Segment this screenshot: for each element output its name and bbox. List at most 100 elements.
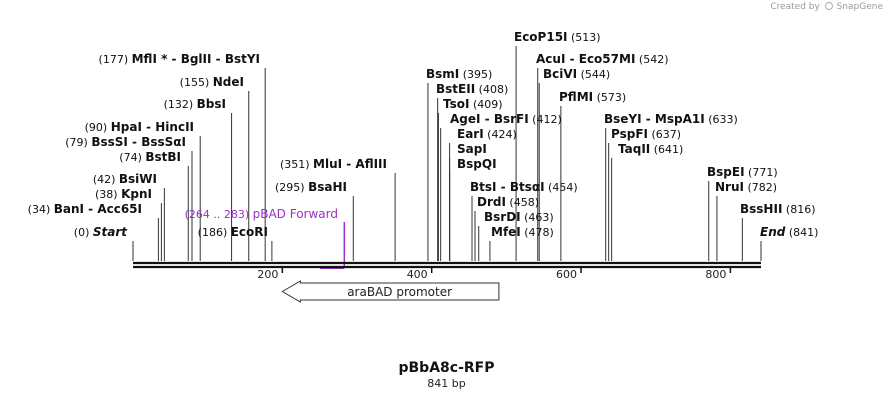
site-label[interactable]: DrdI (458) (477, 195, 539, 209)
site-label[interactable]: BciVI (544) (543, 67, 610, 81)
site-label[interactable]: AgeI - BsrFI (412) (450, 112, 562, 126)
feature-label: araBAD promoter (347, 285, 452, 299)
site-position: (458) (506, 196, 539, 209)
site-position: (186) (198, 226, 231, 239)
site-name: BsiWI (119, 172, 157, 186)
site-name: Start (93, 225, 128, 239)
site-position: (478) (521, 226, 554, 239)
site-label[interactable]: MfeI (478) (491, 225, 554, 239)
primer-name: pBAD Forward (253, 207, 338, 221)
site-position: (542) (635, 53, 668, 66)
site-name: MfeI (491, 225, 521, 239)
site-name: BsrDI (484, 210, 521, 224)
ruler-label: 400 (407, 268, 428, 281)
site-position: (513) (568, 31, 601, 44)
site-position: (351) (280, 158, 313, 171)
ruler-label: 200 (257, 268, 278, 281)
site-position: (641) (650, 143, 683, 156)
site-position: (782) (744, 181, 777, 194)
credit-brand[interactable]: SnapGene (836, 2, 883, 12)
site-label[interactable]: (295) BsaHI (275, 180, 347, 194)
site-labels: (177) MflI * - BglII - BstYI(155) NdeI(1… (28, 30, 819, 239)
site-position: (408) (475, 83, 508, 96)
site-position: (74) (119, 151, 145, 164)
site-name: BssSI - BssSαI (91, 135, 186, 149)
credit-prefix: Created by (770, 2, 820, 12)
site-label[interactable]: PspFI (637) (611, 127, 681, 141)
feature-arrow[interactable] (281, 280, 500, 303)
site-name: EarI (457, 127, 484, 141)
site-name: AcuI - Eco57MI (536, 52, 635, 66)
site-name: NruI (715, 180, 744, 194)
site-label[interactable]: (132) BbsI (164, 97, 226, 111)
site-label[interactable]: (155) NdeI (180, 75, 244, 89)
site-label[interactable]: BtsI - BtsαI (454) (470, 180, 578, 194)
primer-layer: (264 .. 283) pBAD Forward (185, 207, 346, 269)
site-position: (34) (28, 203, 54, 216)
site-position: (454) (545, 181, 578, 194)
sequence-name: pBbA8c-RFP (398, 360, 495, 376)
site-label[interactable]: BssHII (816) (740, 202, 815, 216)
site-label[interactable]: (42) BsiWI (93, 172, 157, 186)
site-position: (463) (521, 211, 554, 224)
backbone (133, 261, 761, 269)
features: araBAD promoter (281, 280, 500, 303)
site-position: (573) (593, 91, 626, 104)
site-name: HpaI - HincII (111, 120, 194, 134)
site-position: (155) (180, 76, 213, 89)
ruler: 200 400 600 800 (257, 267, 732, 281)
site-name: AgeI - BsrFI (450, 112, 529, 126)
site-label[interactable]: (186) EcoRI (198, 225, 268, 239)
site-name: TsoI (443, 97, 469, 111)
site-name: SapI (457, 142, 487, 156)
site-label[interactable]: EcoP15I (513) (514, 30, 601, 44)
site-label[interactable]: (0) Start (74, 225, 128, 239)
site-label[interactable]: (90) HpaI - HincII (85, 120, 194, 134)
site-name: BbsI (197, 97, 226, 111)
site-label[interactable]: BstEII (408) (436, 82, 508, 96)
site-position: (637) (648, 128, 681, 141)
site-label[interactable]: TsoI (409) (443, 97, 503, 111)
site-label[interactable]: TaqII (641) (618, 142, 683, 156)
site-label[interactable]: End (841) (760, 225, 818, 239)
site-name: BstEII (436, 82, 475, 96)
primer-label[interactable]: (264 .. 283) pBAD Forward (185, 207, 338, 221)
site-label[interactable]: (38) KpnI (95, 187, 152, 201)
site-position: (409) (469, 98, 502, 111)
site-position: (841) (785, 226, 818, 239)
site-name: NdeI (213, 75, 244, 89)
site-position: (79) (65, 136, 91, 149)
site-label[interactable]: BseYI - MspA1I (633) (604, 112, 738, 126)
site-label[interactable]: SapI (457, 142, 487, 156)
site-name: BsmI (426, 67, 459, 81)
site-label[interactable]: (177) MflI * - BglII - BstYI (99, 52, 260, 66)
site-label[interactable]: AcuI - Eco57MI (542) (536, 52, 668, 66)
primer-range: (264 .. 283) (185, 208, 253, 221)
site-lines (132, 46, 762, 261)
site-label[interactable]: NruI (782) (715, 180, 777, 194)
site-position: (816) (782, 203, 815, 216)
site-position: (132) (164, 98, 197, 111)
site-label[interactable]: (74) BstBI (119, 150, 181, 164)
site-label[interactable]: (79) BssSI - BssSαI (65, 135, 186, 149)
site-position: (90) (85, 121, 111, 134)
site-label[interactable]: BspQI (457, 157, 497, 171)
site-name: PspFI (611, 127, 648, 141)
site-position: (424) (484, 128, 517, 141)
site-label[interactable]: (351) MluI - AflIII (280, 157, 387, 171)
site-name: BspQI (457, 157, 497, 171)
ruler-label: 800 (705, 268, 726, 281)
sequence-length: 841 bp (427, 377, 466, 390)
site-label[interactable]: EarI (424) (457, 127, 517, 141)
site-label[interactable]: BspEI (771) (707, 165, 778, 179)
site-position: (412) (529, 113, 562, 126)
snapgene-logo-icon (824, 2, 833, 10)
site-name: End (760, 225, 786, 239)
site-name: MluI - AflIII (313, 157, 387, 171)
site-label[interactable]: PflMI (573) (559, 90, 626, 104)
site-label[interactable]: BsmI (395) (426, 67, 492, 81)
site-label[interactable]: BsrDI (463) (484, 210, 554, 224)
site-label[interactable]: (34) BanI - Acc65I (28, 202, 142, 216)
site-position: (177) (99, 53, 132, 66)
